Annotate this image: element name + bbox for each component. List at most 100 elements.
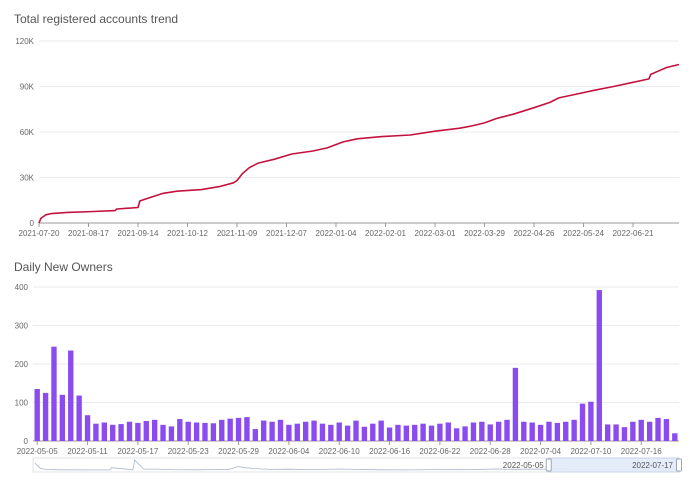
bar[interactable]	[462, 426, 468, 441]
bar[interactable]	[420, 423, 426, 441]
bar-x-tick-label: 2022-06-28	[470, 447, 511, 456]
bar[interactable]	[76, 395, 82, 441]
bar[interactable]	[395, 424, 401, 441]
bar[interactable]	[202, 422, 208, 441]
bar[interactable]	[328, 424, 334, 441]
bar[interactable]	[277, 419, 284, 441]
bar[interactable]	[571, 419, 577, 441]
bar[interactable]	[579, 403, 586, 441]
bar[interactable]	[445, 422, 451, 441]
bar[interactable]	[219, 419, 225, 441]
data-zoom-handle-start[interactable]	[545, 458, 552, 472]
bar[interactable]	[412, 424, 418, 441]
bar[interactable]	[319, 423, 326, 441]
bar-y-tick-label: 300	[15, 322, 29, 331]
bar[interactable]	[261, 420, 267, 441]
bar[interactable]	[529, 422, 535, 441]
bar[interactable]	[621, 427, 628, 441]
bar-y-tick-label: 200	[15, 360, 29, 369]
bar[interactable]	[244, 417, 250, 441]
bar[interactable]	[613, 424, 619, 441]
line-y-tick-label: 120K	[15, 37, 34, 46]
bar[interactable]	[118, 424, 124, 441]
bar[interactable]	[269, 421, 275, 441]
bar[interactable]	[227, 418, 233, 441]
bar[interactable]	[252, 429, 259, 441]
bar[interactable]	[210, 423, 217, 441]
bar[interactable]	[68, 350, 74, 441]
bar-x-tick-label: 2022-07-10	[570, 447, 611, 456]
bar[interactable]	[185, 421, 191, 441]
bar[interactable]	[630, 421, 636, 441]
line-y-tick-label: 60K	[20, 128, 35, 137]
bar[interactable]	[370, 423, 376, 441]
bar[interactable]	[646, 421, 653, 441]
bar[interactable]	[101, 422, 107, 441]
bar-x-tick-label: 2022-06-16	[369, 447, 410, 456]
bar[interactable]	[93, 423, 99, 441]
bar[interactable]	[655, 417, 661, 441]
bar-x-tick-label: 2022-05-29	[218, 447, 259, 456]
bar[interactable]	[437, 423, 443, 441]
data-zoom-handle-end[interactable]	[676, 458, 682, 472]
bar-x-tick-label: 2022-07-04	[520, 447, 561, 456]
bar[interactable]	[563, 421, 569, 441]
line-x-tick-label: 2021-09-14	[118, 229, 159, 238]
bar[interactable]	[177, 419, 183, 441]
bar[interactable]	[235, 417, 242, 441]
bar[interactable]	[126, 421, 133, 441]
bar[interactable]	[361, 426, 368, 441]
bar[interactable]	[294, 423, 300, 441]
bar[interactable]	[143, 420, 149, 441]
bar[interactable]	[663, 419, 670, 441]
bar[interactable]	[512, 367, 519, 441]
bar[interactable]	[168, 426, 175, 441]
bar[interactable]	[554, 422, 561, 441]
bar-x-tick-label: 2022-07-16	[621, 447, 662, 456]
bar[interactable]	[470, 422, 477, 441]
bar[interactable]	[428, 425, 435, 441]
bar[interactable]	[59, 394, 66, 441]
line-x-tick-label: 2021-11-09	[217, 229, 258, 238]
bar[interactable]	[110, 424, 116, 441]
bar[interactable]	[34, 389, 40, 441]
bar[interactable]	[135, 422, 141, 441]
bar[interactable]	[521, 421, 527, 441]
bar[interactable]	[588, 401, 594, 441]
bar[interactable]	[546, 421, 552, 441]
bar[interactable]	[160, 424, 166, 441]
bar[interactable]	[453, 428, 460, 441]
bar[interactable]	[378, 420, 384, 441]
line-x-tick-label: 2022-04-26	[514, 229, 555, 238]
bar-x-tick-label: 2022-06-04	[268, 447, 309, 456]
bar[interactable]	[84, 415, 91, 441]
bar[interactable]	[51, 346, 57, 441]
bar[interactable]	[302, 421, 309, 441]
bar[interactable]	[386, 427, 393, 441]
bar[interactable]	[353, 420, 359, 441]
line-y-tick-label: 30K	[20, 174, 35, 183]
bar[interactable]	[344, 425, 351, 441]
bar[interactable]	[403, 425, 410, 441]
data-zoom-slider[interactable]: 2022-05-05 2022-07-17	[32, 457, 682, 473]
bar[interactable]	[672, 433, 678, 441]
bar[interactable]	[193, 422, 200, 441]
bar-chart-grid	[33, 286, 679, 442]
bar[interactable]	[537, 424, 544, 441]
bar[interactable]	[151, 419, 158, 441]
bar[interactable]	[638, 419, 644, 441]
bar[interactable]	[596, 290, 602, 441]
bar-chart-x-axis: 2022-05-05 2022-05-11 2022-05-17 2022-05-23…	[17, 441, 662, 456]
bar[interactable]	[605, 424, 611, 441]
bar[interactable]	[495, 421, 502, 441]
bar-x-tick-label: 2022-06-22	[419, 447, 460, 456]
bar[interactable]	[42, 392, 49, 442]
bar[interactable]	[336, 422, 342, 441]
series-line-total-accounts	[38, 63, 680, 224]
bar-x-tick-label: 2022-06-10	[319, 447, 360, 456]
bar[interactable]	[487, 424, 493, 441]
bar[interactable]	[286, 424, 292, 441]
bar[interactable]	[479, 421, 485, 441]
bar[interactable]	[311, 420, 317, 441]
bar[interactable]	[504, 419, 510, 441]
